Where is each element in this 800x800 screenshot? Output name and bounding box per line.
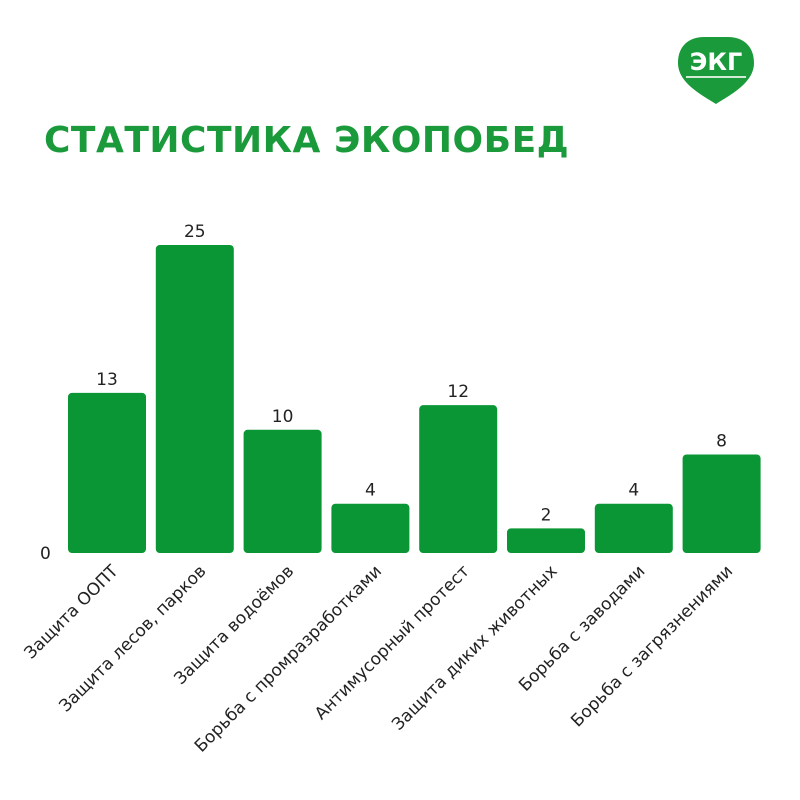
bar [507, 528, 585, 553]
bar-value-label: 25 [184, 222, 206, 242]
heart-icon [678, 37, 754, 104]
category-label: Защита ООПТ [21, 561, 123, 663]
category-label: Защита лесов, парков [55, 561, 210, 716]
bar-value-label: 13 [96, 370, 118, 390]
category-label: Защита диких животных [388, 561, 561, 734]
category-label: Антимусорный протест [311, 561, 474, 724]
bar-value-label: 2 [541, 505, 552, 525]
bar [419, 405, 498, 553]
y-tick-label: 0 [40, 544, 51, 564]
bar-value-label: 4 [628, 481, 639, 501]
logo-text: ЭКГ [690, 48, 743, 76]
bar [682, 454, 761, 553]
bar [243, 429, 322, 553]
bar-value-label: 12 [447, 382, 469, 402]
bar [68, 392, 146, 553]
bar-value-label: 10 [272, 407, 294, 427]
logo: ЭКГ [678, 37, 754, 104]
bar [331, 503, 410, 553]
category-label: Борьба с загрязнениями [567, 561, 737, 731]
bar [594, 503, 673, 553]
category-label: Борьба с промразработками [191, 561, 386, 756]
logo-tagline-mark [686, 76, 746, 78]
bar-value-label: 4 [365, 481, 376, 501]
bar-value-label: 8 [716, 431, 727, 451]
bar [155, 245, 234, 553]
page-title: СТАТИСТИКА ЭКОПОБЕД [44, 120, 570, 161]
